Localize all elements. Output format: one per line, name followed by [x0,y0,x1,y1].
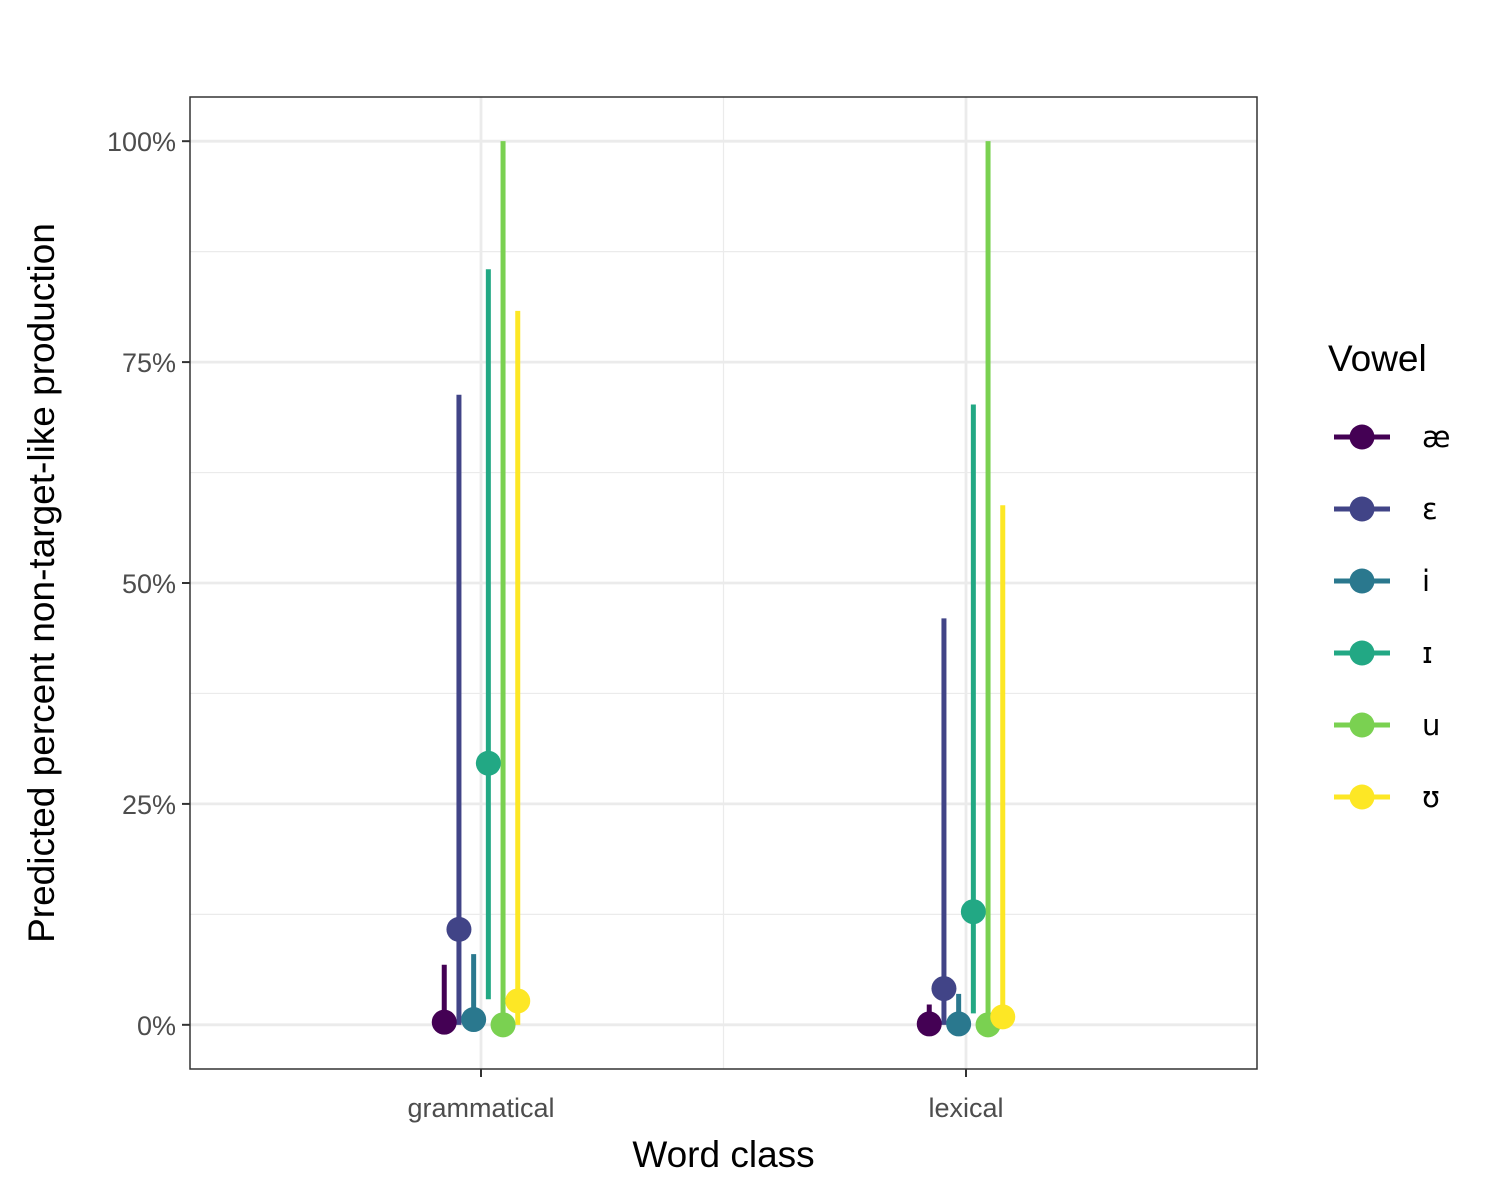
legend-key-point-3 [1349,640,1375,666]
point-lexical-5 [990,1004,1016,1030]
legend-label-1: ɛ [1422,492,1438,526]
legend: Vowel æ ɛ i ɪ u ʊ [1328,338,1450,814]
y-tick-label: 75% [122,348,176,378]
point-lexical-0 [916,1011,942,1037]
point-grammatical-0 [431,1009,457,1035]
y-tick-label: 0% [137,1011,176,1041]
legend-label-3: ɪ [1422,636,1433,670]
point-grammatical-5 [505,988,531,1014]
legend-key-point-5 [1349,784,1375,810]
legend-key-point-2 [1349,568,1375,594]
point-lexical-1 [931,976,957,1002]
axes: 0% 25% 50% 75% 100% grammatical lexical [107,127,1004,1123]
plot-panel [190,97,1257,1069]
y-tick-label: 50% [122,569,176,599]
point-grammatical-4 [490,1012,516,1038]
point-lexical-3 [960,899,986,925]
legend-title: Vowel [1328,338,1427,379]
point-grammatical-3 [475,750,501,776]
point-grammatical-1 [446,916,472,942]
y-axis-title: Predicted percent non-target-like produc… [21,223,62,943]
legend-label-5: ʊ [1422,780,1440,814]
legend-key-point-1 [1349,496,1375,522]
x-axis-title: Word class [632,1134,814,1175]
legend-key-point-0 [1349,424,1375,450]
legend-label-2: i [1422,564,1430,598]
point-lexical-2 [946,1011,972,1037]
y-tick-label: 100% [107,127,176,157]
legend-label-4: u [1422,708,1440,742]
point-grammatical-2 [461,1007,487,1033]
x-tick-label: lexical [928,1093,1003,1123]
chart-marks [431,141,1016,1038]
x-tick-label: grammatical [407,1093,554,1123]
legend-key-point-4 [1349,712,1375,738]
legend-label-0: æ [1422,420,1450,454]
y-tick-label: 25% [122,790,176,820]
